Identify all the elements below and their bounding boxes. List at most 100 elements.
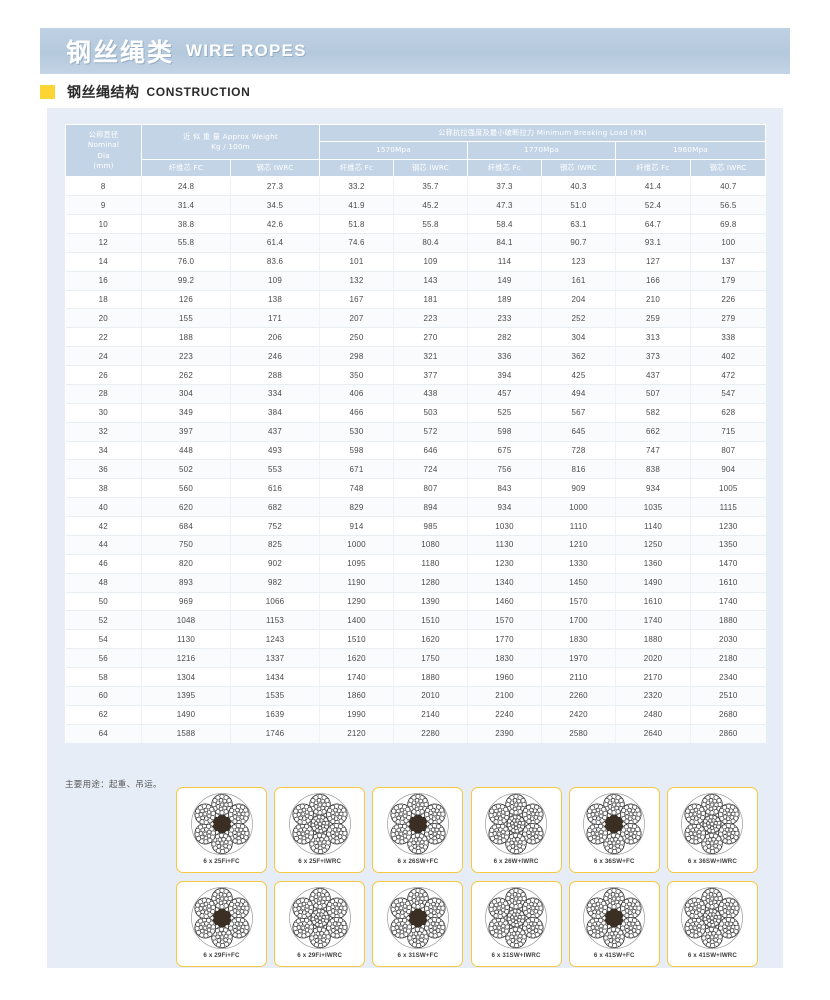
table-cell: 1243 <box>230 629 320 650</box>
table-cell: 1510 <box>393 610 468 631</box>
construction-card-label: 6 x 41SW+IWRC <box>687 952 738 959</box>
table-cell: 406 <box>319 384 394 404</box>
table-cell: 715 <box>690 422 766 442</box>
table-cell: 1460 <box>467 592 542 612</box>
construction-card[interactable]: 6 x 26SW+FC <box>372 787 464 873</box>
table-cell: 914 <box>319 516 394 536</box>
construction-card[interactable]: 6 x 25Fi+FC <box>176 787 267 873</box>
rope-cross-section-svg <box>387 887 449 949</box>
table-cell: 304 <box>541 327 616 348</box>
header-weight-iwrc: 钢芯 IWRC <box>230 158 320 178</box>
table-cell: 76.0 <box>141 252 231 272</box>
table-row: 60 1395 1535 1860 2010 2100 2260 2320 2510 <box>65 686 766 706</box>
table-cell: 24 <box>65 346 142 367</box>
table-cell: 2420 <box>541 705 616 725</box>
table-cell: 838 <box>615 459 691 480</box>
table-cell: 40.7 <box>690 176 766 197</box>
table-cell: 1210 <box>541 535 616 555</box>
table-cell: 2110 <box>541 667 616 687</box>
construction-card[interactable]: 6 x 26W+IWRC <box>470 787 562 873</box>
table-row: 34 448 493 598 646 675 728 747 807 <box>65 441 766 461</box>
table-cell: 747 <box>615 441 691 461</box>
table-cell: 682 <box>230 497 320 518</box>
table-cell: 2580 <box>541 724 616 743</box>
table-cell: 2260 <box>541 686 616 706</box>
table-cell: 126 <box>141 290 231 310</box>
table-cell: 37.3 <box>467 176 542 197</box>
table-cell: 1700 <box>541 610 616 631</box>
table-cell: 40.3 <box>541 176 616 197</box>
rope-cross-section-icon <box>287 791 353 857</box>
table-cell: 250 <box>319 327 394 348</box>
table-row: 12 55.8 61.4 74.6 80.4 84.1 90.7 93.1 100 <box>65 233 766 253</box>
table-cell: 171 <box>230 308 320 329</box>
construction-card[interactable]: 6 x 29Fi+IWRC <box>274 881 366 967</box>
table-cell: 9 <box>65 195 142 216</box>
table-cell: 123 <box>541 252 616 272</box>
table-cell: 1130 <box>141 629 231 650</box>
table-cell: 109 <box>230 271 320 291</box>
construction-card-label: 6 x 31SW+IWRC <box>491 952 541 959</box>
table-cell: 934 <box>615 478 691 499</box>
header-grade-1770: 1770Mpa <box>467 141 616 160</box>
table-cell: 1216 <box>141 648 231 669</box>
table-cell: 64.7 <box>615 214 691 234</box>
table-cell: 84.1 <box>467 233 542 253</box>
table-cell: 1005 <box>690 478 766 499</box>
construction-card[interactable]: 6 x 41SW+FC <box>568 881 660 967</box>
table-cell: 662 <box>615 422 691 442</box>
rope-cross-section-icon <box>679 791 745 857</box>
table-cell: 262 <box>141 365 231 385</box>
table-cell: 55.8 <box>393 214 468 234</box>
header-1570-fc: 纤维芯 Fc <box>319 158 394 178</box>
construction-card[interactable]: 6 x 25F+IWRC <box>274 787 366 873</box>
table-row: 8 24.8 27.3 33.2 35.7 37.3 40.3 41.4 40.7 <box>65 176 766 197</box>
table-cell: 143 <box>393 271 468 291</box>
construction-card[interactable]: 6 x 31SW+IWRC <box>470 881 562 967</box>
construction-card[interactable]: 6 x 36SW+FC <box>568 787 660 873</box>
table-cell: 189 <box>467 290 542 310</box>
table-cell: 321 <box>393 346 468 367</box>
table-cell: 807 <box>690 441 766 461</box>
construction-diagram-grid: 6 x 25Fi+FC 6 x 25F+IWRC 6 x 26SW+FC 6 x 26… <box>176 787 762 967</box>
construction-card[interactable]: 6 x 36SW+IWRC <box>666 787 758 873</box>
table-cell: 188 <box>141 327 231 348</box>
rope-cross-section-svg <box>485 887 547 949</box>
table-row: 58 1304 1434 1740 1880 1960 2110 2170 2340 <box>65 667 766 687</box>
table-cell: 1035 <box>615 497 691 518</box>
table-cell: 74.6 <box>319 233 394 253</box>
table-cell: 1770 <box>467 629 542 650</box>
table-cell: 62 <box>65 705 142 725</box>
table-cell: 42.6 <box>230 214 320 234</box>
table-row: 40 620 682 829 894 934 1000 1035 1115 <box>65 497 766 518</box>
table-cell: 756 <box>467 459 542 480</box>
construction-card[interactable]: 6 x 31SW+FC <box>372 881 464 967</box>
table-cell: 909 <box>541 478 616 499</box>
table-cell: 298 <box>319 346 394 367</box>
table-cell: 336 <box>467 346 542 367</box>
table-cell: 334 <box>230 384 320 404</box>
construction-card[interactable]: 6 x 29Fi+FC <box>176 881 267 967</box>
table-cell: 58.4 <box>467 214 542 234</box>
table-cell: 47.3 <box>467 195 542 216</box>
table-cell: 149 <box>467 271 542 291</box>
table-cell: 829 <box>319 497 394 518</box>
rope-cross-section-icon <box>385 791 451 857</box>
rope-cross-section-svg <box>387 793 449 855</box>
table-cell: 547 <box>690 384 766 404</box>
table-cell: 507 <box>615 384 691 404</box>
table-cell: 1230 <box>467 554 542 574</box>
table-cell: 503 <box>393 403 468 423</box>
table-cell: 206 <box>230 327 320 348</box>
table-cell: 1337 <box>230 648 320 669</box>
table-cell: 1250 <box>615 535 691 555</box>
table-cell: 1960 <box>467 667 542 687</box>
construction-card-label: 6 x 29Fi+IWRC <box>297 952 343 959</box>
table-cell: 20 <box>65 308 142 329</box>
table-cell: 30 <box>65 403 142 423</box>
table-cell: 397 <box>141 422 231 442</box>
construction-card[interactable]: 6 x 41SW+IWRC <box>666 881 758 967</box>
header-approx-weight-unit: Kg / 100m <box>211 141 250 151</box>
table-cell: 472 <box>690 365 766 385</box>
table-cell: 525 <box>467 403 542 423</box>
